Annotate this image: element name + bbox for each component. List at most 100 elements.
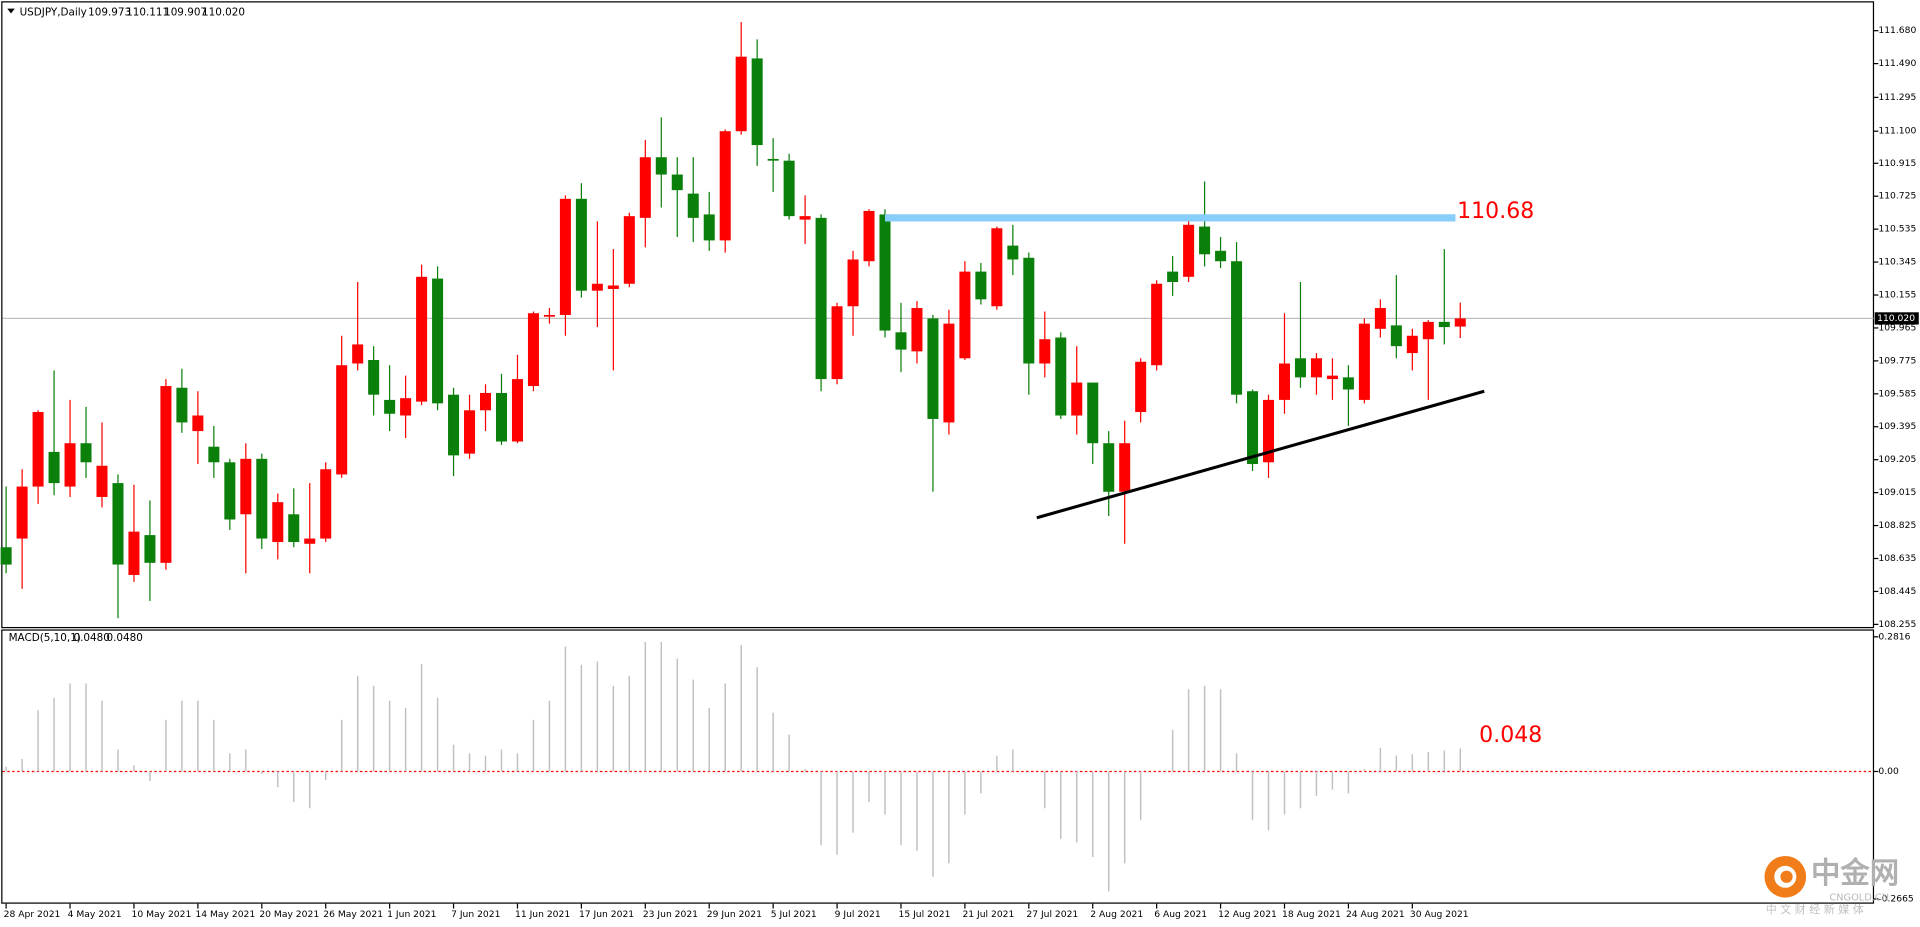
- price-panel: [1, 1, 1875, 629]
- indicator-header-value: 0.0480: [107, 632, 143, 644]
- candle-body: [112, 483, 124, 565]
- candle-body: [1406, 335, 1418, 354]
- candle-body: [400, 398, 412, 416]
- x-tick-label: 6 Aug 2021: [1154, 909, 1207, 920]
- indicator-header-value: 0.0480: [73, 632, 109, 644]
- x-tick-label: 23 Jun 2021: [643, 909, 698, 920]
- candle-body: [623, 216, 635, 284]
- candle-body: [32, 412, 44, 487]
- candle-body: [208, 446, 220, 463]
- candle-body: [671, 174, 683, 191]
- candle-body: [464, 410, 476, 454]
- candle-body: [511, 379, 523, 442]
- candle-body: [1294, 358, 1306, 378]
- candle-body: [80, 443, 92, 463]
- candle-body: [480, 392, 492, 411]
- candle-body: [1199, 226, 1211, 255]
- y-tick-label: 108.255: [1878, 619, 1916, 630]
- candle-body: [1215, 250, 1227, 262]
- y2-tick-label: 0.00: [1878, 766, 1899, 777]
- candle-body: [1087, 382, 1099, 444]
- indicator-panel: [1, 629, 1875, 904]
- x-tick-label: 27 Jul 2021: [1026, 909, 1078, 920]
- candle-body: [48, 451, 60, 484]
- candle-body: [1039, 339, 1051, 364]
- candle-body: [1071, 382, 1083, 416]
- candle-body: [767, 158, 779, 161]
- candle-body: [64, 443, 76, 487]
- candle-body: [1103, 443, 1115, 492]
- candle-body: [831, 306, 843, 380]
- x-tick-label: 9 Jul 2021: [835, 909, 881, 920]
- y-tick-label: 109.395: [1878, 421, 1916, 432]
- candle-body: [160, 386, 172, 563]
- x-tick-label: 20 May 2021: [259, 909, 319, 920]
- candle-body: [384, 399, 396, 414]
- indicator-name: MACD(5,10,1): [9, 632, 81, 644]
- watermark-logo-core: [1780, 870, 1793, 883]
- y-tick-label: 109.015: [1878, 487, 1916, 498]
- y-tick-label: 110.915: [1878, 158, 1916, 169]
- y-tick-label: 110.535: [1878, 224, 1916, 235]
- candle-body: [1310, 358, 1322, 378]
- candle-body: [1007, 245, 1019, 260]
- x-tick-label: 5 Jul 2021: [771, 909, 817, 920]
- header-value: 110.111: [126, 6, 169, 18]
- candle-body: [783, 160, 795, 217]
- candle-body: [416, 276, 428, 402]
- y-tick-label: 110.345: [1878, 257, 1916, 268]
- x-tick-label: 21 Jul 2021: [962, 909, 1014, 920]
- candle-body: [735, 56, 747, 132]
- candle-body: [240, 458, 252, 515]
- candle-body: [527, 313, 539, 387]
- candle-body: [16, 486, 28, 539]
- y-tick-label: 110.725: [1878, 191, 1916, 202]
- candle-body: [815, 217, 827, 380]
- candle-body: [448, 394, 460, 456]
- x-tick-label: 7 Jun 2021: [451, 909, 500, 920]
- x-tick-label: 11 Jun 2021: [515, 909, 570, 920]
- candle-body: [1023, 257, 1035, 364]
- candle-body: [1135, 361, 1147, 413]
- y-tick-label: 111.295: [1878, 92, 1916, 103]
- y-tick-label: 111.490: [1878, 58, 1916, 69]
- candle-body: [543, 314, 555, 317]
- candle-body: [943, 323, 955, 423]
- candle-body: [575, 198, 587, 291]
- watermark-slogan: 中 文 财 经 新 媒 体: [1766, 902, 1864, 916]
- y2-tick-label: 0.2816: [1878, 631, 1910, 642]
- watermark-site: CNGOLD.CN: [1829, 893, 1889, 904]
- candle-body: [703, 214, 715, 241]
- y-tick-label: 109.585: [1878, 388, 1916, 399]
- x-tick-label: 30 Aug 2021: [1410, 909, 1469, 920]
- candle-body: [336, 365, 348, 475]
- annotation: 0.048: [1479, 723, 1542, 748]
- candle-body: [1438, 321, 1450, 328]
- candle-body: [879, 214, 891, 331]
- candle-body: [1422, 321, 1434, 340]
- y-tick-label: 109.965: [1878, 322, 1916, 333]
- candle-body: [895, 332, 907, 350]
- candle-body: [1055, 337, 1067, 416]
- x-tick-label: 4 May 2021: [68, 909, 122, 920]
- candle-body: [591, 283, 603, 291]
- header-value: 109.973: [88, 6, 131, 18]
- candle-body: [1119, 443, 1131, 492]
- candle-body: [495, 392, 507, 442]
- candle-body: [1231, 261, 1243, 395]
- candle-body: [0, 547, 12, 565]
- x-tick-label: 24 Aug 2021: [1346, 909, 1405, 920]
- last-price-tag: [1874, 312, 1919, 325]
- candle-body: [272, 502, 284, 543]
- candle-body: [432, 278, 444, 404]
- symbol: USDJPY,Daily: [20, 6, 87, 18]
- annotation: 110.68: [1457, 199, 1534, 224]
- candle-body: [1390, 325, 1402, 347]
- candle-body: [607, 285, 619, 289]
- candle-body: [1247, 391, 1259, 465]
- candle-body: [256, 458, 268, 539]
- x-tick-label: 29 Jun 2021: [707, 909, 762, 920]
- candle-body: [1342, 377, 1354, 390]
- candle-body: [288, 514, 300, 543]
